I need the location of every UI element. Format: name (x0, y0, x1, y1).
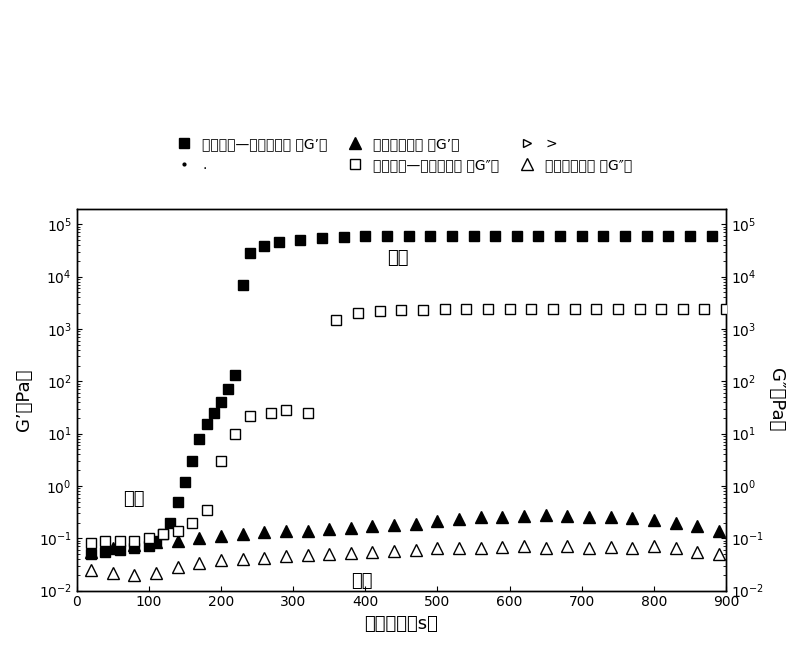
Legend: 低酰果胶—钒离子溶液 《G’》, ., 低酰果胶溶液 《G’》, 低酰果胶—钒离子溶液 《G″》, >, 低酰果胶溶液 《G″》: 低酰果胶—钒离子溶液 《G’》, ., 低酰果胶溶液 《G’》, 低酰果胶—钒离… (165, 132, 638, 178)
Y-axis label: G″（Pa）: G″（Pa） (767, 368, 785, 432)
Text: 溶液: 溶液 (351, 572, 372, 590)
Text: 溶液: 溶液 (123, 490, 145, 508)
X-axis label: 加热时间（s）: 加热时间（s） (365, 615, 438, 633)
Text: 凝胶: 凝胶 (387, 249, 409, 267)
Y-axis label: G’（Pa）: G’（Pa） (15, 368, 33, 431)
